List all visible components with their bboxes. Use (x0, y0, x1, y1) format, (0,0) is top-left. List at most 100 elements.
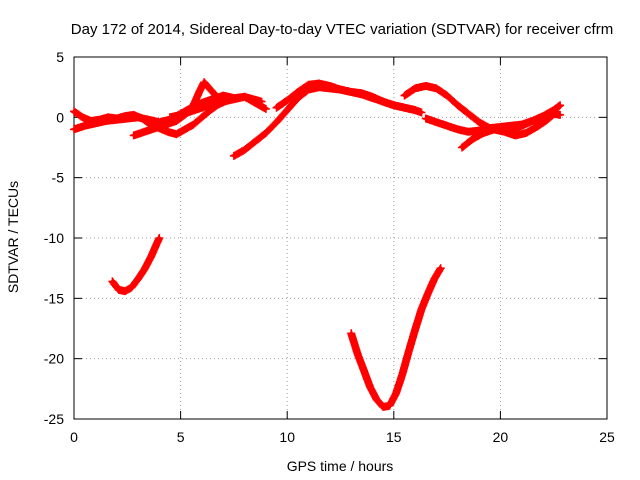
data-point (215, 95, 219, 99)
data-point (471, 137, 475, 141)
data-point (349, 90, 353, 94)
data-point (129, 285, 134, 290)
series-marks (272, 79, 420, 115)
data-point (274, 120, 279, 124)
y-tick-label: -5 (52, 170, 65, 186)
data-point (242, 148, 247, 152)
data-point (183, 127, 187, 131)
data-point (554, 110, 558, 115)
x-tick-label: 10 (279, 429, 295, 445)
plot-frame (73, 56, 608, 420)
data-point (232, 154, 236, 158)
data-point (306, 83, 311, 87)
data-point (492, 127, 496, 131)
data-point (477, 120, 481, 124)
data-point (83, 124, 87, 128)
data-point (503, 130, 507, 134)
data-point (426, 291, 430, 296)
data-point (136, 277, 140, 281)
data-point (328, 84, 332, 88)
data-points (70, 78, 565, 411)
data-point (232, 97, 236, 101)
data-point (466, 112, 471, 116)
data-point (558, 113, 562, 117)
data-point (381, 405, 385, 409)
data-point (191, 103, 195, 107)
data-point (439, 266, 443, 270)
data-point (432, 277, 436, 281)
y-tick-label: 0 (56, 109, 64, 125)
data-point (349, 331, 353, 335)
series-marks (347, 264, 445, 411)
series-arc-4 (165, 92, 270, 122)
data-point (513, 133, 517, 138)
data-point (402, 94, 407, 98)
data-point (72, 127, 76, 131)
data-point (413, 108, 417, 112)
x-tick-label: 15 (386, 429, 402, 445)
data-point (402, 106, 407, 110)
data-point (153, 126, 157, 130)
data-point (434, 120, 439, 124)
data-point (370, 95, 375, 99)
data-point (200, 115, 204, 119)
data-point (189, 109, 193, 113)
x-axis-label: GPS time / hours (287, 458, 394, 474)
data-point (375, 398, 379, 402)
data-point (368, 386, 372, 390)
data-point (198, 89, 202, 93)
data-point (125, 116, 129, 121)
data-point (296, 96, 300, 100)
y-tick-label: -20 (44, 351, 64, 367)
data-point (132, 133, 136, 138)
data-point (392, 103, 396, 107)
data-point (413, 328, 417, 332)
data-point (466, 130, 471, 134)
data-point (208, 108, 213, 112)
data-point (142, 130, 146, 134)
data-point (93, 121, 97, 125)
x-tick-label: 0 (70, 429, 78, 445)
data-point (168, 115, 172, 119)
data-point (117, 288, 121, 292)
data-point (434, 86, 439, 90)
data-point (221, 94, 225, 98)
data-point (362, 369, 366, 373)
data-point (264, 131, 268, 135)
data-point (530, 119, 534, 123)
data-point (179, 113, 183, 117)
data-point (221, 100, 225, 104)
series-marks (229, 83, 426, 160)
data-point (191, 122, 195, 127)
data-point (481, 131, 485, 135)
y-tick-label: -25 (44, 411, 64, 427)
data-point (296, 90, 300, 94)
data-point (174, 119, 178, 123)
data-point (456, 103, 460, 107)
data-point (509, 124, 513, 128)
series-arc-11 (347, 264, 445, 411)
data-point (424, 116, 428, 121)
data-point (104, 119, 108, 123)
data-point (407, 349, 411, 354)
series-arc-10 (108, 234, 164, 296)
data-point (285, 98, 289, 103)
data-point (253, 139, 257, 144)
data-point (419, 110, 424, 115)
data-point (202, 80, 206, 84)
data-point (381, 100, 385, 104)
data-point (424, 84, 428, 88)
data-point (413, 86, 417, 90)
data-point (164, 122, 168, 127)
data-point (400, 372, 404, 376)
data-point (153, 246, 157, 250)
data-point (541, 115, 545, 119)
data-point (264, 107, 268, 111)
y-axis-label: SDTVAR / TECUs (5, 181, 21, 293)
data-point (558, 103, 562, 107)
data-point (72, 109, 76, 113)
grid-lines (74, 57, 607, 419)
data-point (456, 127, 460, 131)
data-point (545, 118, 549, 122)
